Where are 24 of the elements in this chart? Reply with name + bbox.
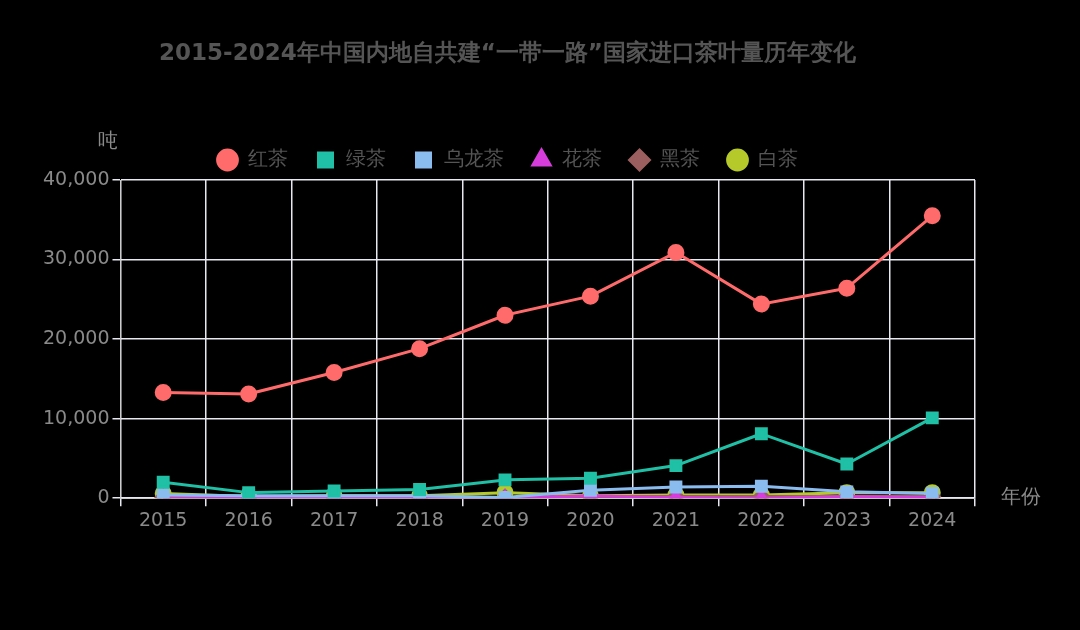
legend-label: 绿茶 — [345, 146, 386, 171]
x-tick-label: 2020 — [566, 507, 615, 530]
legend-label: 花茶 — [561, 146, 602, 171]
x-tick-label: 2018 — [395, 507, 444, 530]
x-tick-label: 2016 — [224, 507, 273, 530]
chart-title: 2015-2024年中国内地自共建“一带一路”国家进口茶叶量历年变化 — [159, 38, 857, 65]
y-tick-label: 10,000 — [43, 405, 110, 428]
x-tick-label: 2015 — [139, 507, 188, 530]
x-tick-label: 2022 — [737, 507, 786, 530]
x-tick-label: 2021 — [651, 507, 701, 530]
y-tick-label: 0 — [97, 485, 110, 508]
legend-label: 白茶 — [757, 146, 798, 171]
y-tick-label: 40,000 — [43, 166, 110, 189]
x-tick-label: 2017 — [309, 507, 359, 530]
x-tick-label: 2019 — [480, 507, 530, 530]
y-tick-label: 30,000 — [43, 246, 110, 269]
legend-label: 红茶 — [247, 146, 288, 171]
x-axis-title: 年份 — [1001, 484, 1041, 509]
y-axis-title: 吨 — [98, 128, 118, 153]
y-tick-label: 20,000 — [43, 326, 110, 349]
legend-label: 乌龙茶 — [443, 146, 504, 171]
legend-label: 黑茶 — [659, 146, 700, 171]
x-tick-label: 2024 — [908, 507, 957, 530]
x-tick-label: 2023 — [822, 507, 871, 530]
